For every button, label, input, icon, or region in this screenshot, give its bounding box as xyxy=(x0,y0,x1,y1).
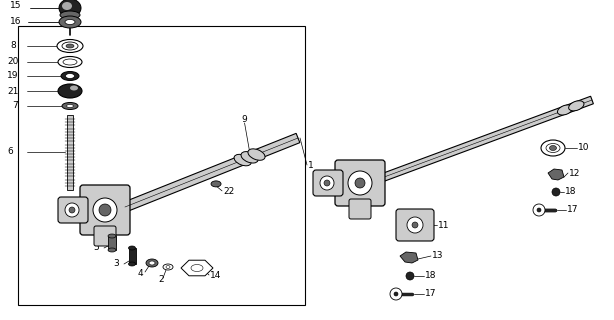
Ellipse shape xyxy=(546,143,560,153)
Ellipse shape xyxy=(65,20,75,25)
Text: 18: 18 xyxy=(565,188,577,196)
Ellipse shape xyxy=(558,105,573,115)
Polygon shape xyxy=(181,260,213,276)
Bar xyxy=(18,26,305,305)
FancyBboxPatch shape xyxy=(80,185,130,235)
Ellipse shape xyxy=(569,101,584,111)
Ellipse shape xyxy=(59,16,81,28)
Ellipse shape xyxy=(149,261,155,265)
FancyBboxPatch shape xyxy=(94,226,116,246)
Circle shape xyxy=(324,180,330,186)
Ellipse shape xyxy=(66,44,74,48)
Text: 21: 21 xyxy=(7,86,18,95)
Text: 4: 4 xyxy=(138,268,144,277)
Ellipse shape xyxy=(58,57,82,68)
Ellipse shape xyxy=(191,265,203,271)
Text: 20: 20 xyxy=(7,58,18,67)
Ellipse shape xyxy=(70,85,78,91)
Circle shape xyxy=(99,204,111,216)
Text: 19: 19 xyxy=(7,71,18,81)
Circle shape xyxy=(69,207,75,213)
Ellipse shape xyxy=(108,248,116,252)
Text: 9: 9 xyxy=(242,116,247,124)
Bar xyxy=(129,248,136,264)
Ellipse shape xyxy=(146,259,158,267)
Ellipse shape xyxy=(128,262,136,266)
Ellipse shape xyxy=(63,59,77,65)
Text: 18: 18 xyxy=(425,271,437,281)
Text: 2: 2 xyxy=(158,275,163,284)
Text: 6: 6 xyxy=(7,148,13,156)
Text: 17: 17 xyxy=(567,205,578,214)
Ellipse shape xyxy=(60,11,80,19)
Circle shape xyxy=(320,176,334,190)
Ellipse shape xyxy=(166,266,170,268)
Text: 14: 14 xyxy=(210,271,222,281)
Text: 10: 10 xyxy=(578,143,589,153)
Text: 8: 8 xyxy=(10,42,16,51)
Ellipse shape xyxy=(211,181,221,187)
Circle shape xyxy=(348,171,372,195)
Ellipse shape xyxy=(57,39,83,52)
Bar xyxy=(108,236,116,250)
Circle shape xyxy=(412,222,418,228)
Ellipse shape xyxy=(66,74,74,78)
Text: 5: 5 xyxy=(93,244,99,252)
Text: 12: 12 xyxy=(569,169,580,178)
Polygon shape xyxy=(367,96,593,187)
Circle shape xyxy=(93,198,117,222)
FancyBboxPatch shape xyxy=(396,209,434,241)
Text: 1: 1 xyxy=(308,161,314,170)
Text: 22: 22 xyxy=(223,188,235,196)
Circle shape xyxy=(407,217,423,233)
Polygon shape xyxy=(548,169,564,180)
Circle shape xyxy=(406,272,414,280)
Circle shape xyxy=(65,203,79,217)
Text: 16: 16 xyxy=(10,18,21,27)
Ellipse shape xyxy=(541,140,565,156)
Ellipse shape xyxy=(234,154,251,166)
Text: 11: 11 xyxy=(438,220,449,229)
FancyBboxPatch shape xyxy=(349,199,371,219)
Ellipse shape xyxy=(62,102,78,109)
Ellipse shape xyxy=(58,84,82,98)
FancyBboxPatch shape xyxy=(313,170,343,196)
Text: 15: 15 xyxy=(10,2,21,11)
Ellipse shape xyxy=(66,105,74,108)
Ellipse shape xyxy=(62,42,78,50)
Ellipse shape xyxy=(62,2,72,10)
Ellipse shape xyxy=(61,71,79,81)
Polygon shape xyxy=(123,133,300,212)
Ellipse shape xyxy=(128,246,136,250)
FancyBboxPatch shape xyxy=(335,160,385,206)
Text: 7: 7 xyxy=(12,101,18,110)
Text: 13: 13 xyxy=(432,252,443,260)
Text: 17: 17 xyxy=(425,290,437,299)
FancyBboxPatch shape xyxy=(58,197,88,223)
Ellipse shape xyxy=(108,234,116,238)
Ellipse shape xyxy=(59,0,81,17)
Circle shape xyxy=(390,288,402,300)
Circle shape xyxy=(355,178,365,188)
Polygon shape xyxy=(400,252,418,263)
Circle shape xyxy=(552,188,560,196)
Ellipse shape xyxy=(248,149,265,160)
Circle shape xyxy=(537,208,541,212)
Bar xyxy=(67,115,73,190)
Circle shape xyxy=(533,204,545,216)
Ellipse shape xyxy=(550,146,556,150)
Circle shape xyxy=(394,292,398,296)
Ellipse shape xyxy=(241,152,258,163)
Ellipse shape xyxy=(163,264,173,270)
Text: 3: 3 xyxy=(113,260,119,268)
